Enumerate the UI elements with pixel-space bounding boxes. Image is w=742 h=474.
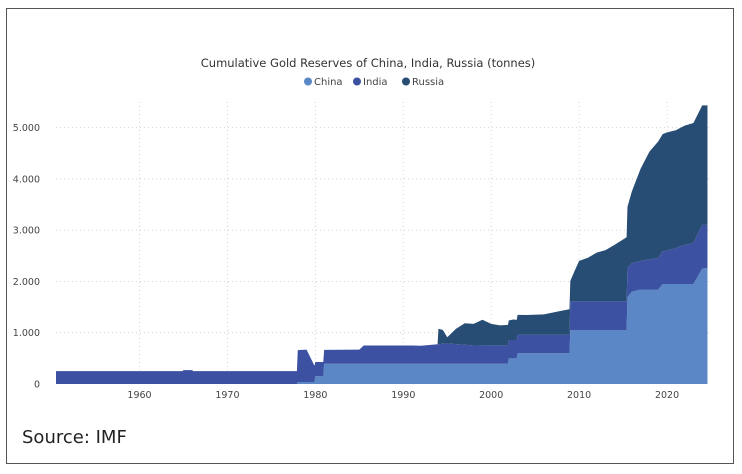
- y-tick-label: 2.000: [13, 277, 40, 288]
- y-tick-label: 5.000: [13, 123, 40, 134]
- chart-title: Cumulative Gold Reserves of China, India…: [201, 56, 536, 70]
- y-tick-label: 3.000: [13, 226, 40, 237]
- legend-marker: [402, 77, 410, 86]
- legend-item-india[interactable]: India: [353, 77, 388, 88]
- legend-label: India: [363, 77, 388, 88]
- x-tick-label: 1960: [127, 390, 151, 401]
- x-tick-label: 1990: [391, 390, 415, 401]
- x-tick-label: 1970: [215, 390, 239, 401]
- source-note: Source: IMF: [22, 427, 127, 448]
- legend-marker: [353, 77, 361, 86]
- x-tick-label: 2020: [655, 390, 679, 401]
- series-area-india: [56, 224, 708, 384]
- series-area-china: [56, 267, 708, 384]
- legend-marker: [304, 77, 312, 86]
- legend-item-russia[interactable]: Russia: [402, 77, 444, 88]
- x-tick-label: 2010: [567, 390, 591, 401]
- y-tick-label: 4.000: [13, 174, 40, 185]
- x-tick-label: 2000: [479, 390, 503, 401]
- y-tick-label: 0: [34, 380, 40, 391]
- y-axis: 0 1.000 2.000 3.000 4.000 5.000: [13, 123, 40, 390]
- legend: China India Russia: [304, 77, 444, 88]
- area-layers: [56, 105, 708, 384]
- legend-item-china[interactable]: China: [304, 77, 343, 88]
- x-axis: 1960 1970 1980 1990 2000 2010 2020: [127, 390, 679, 401]
- x-tick-label: 1980: [303, 390, 327, 401]
- y-tick-label: 1.000: [13, 328, 40, 339]
- legend-label: Russia: [412, 77, 444, 88]
- chart-frame: [6, 8, 734, 464]
- legend-label: China: [314, 77, 343, 88]
